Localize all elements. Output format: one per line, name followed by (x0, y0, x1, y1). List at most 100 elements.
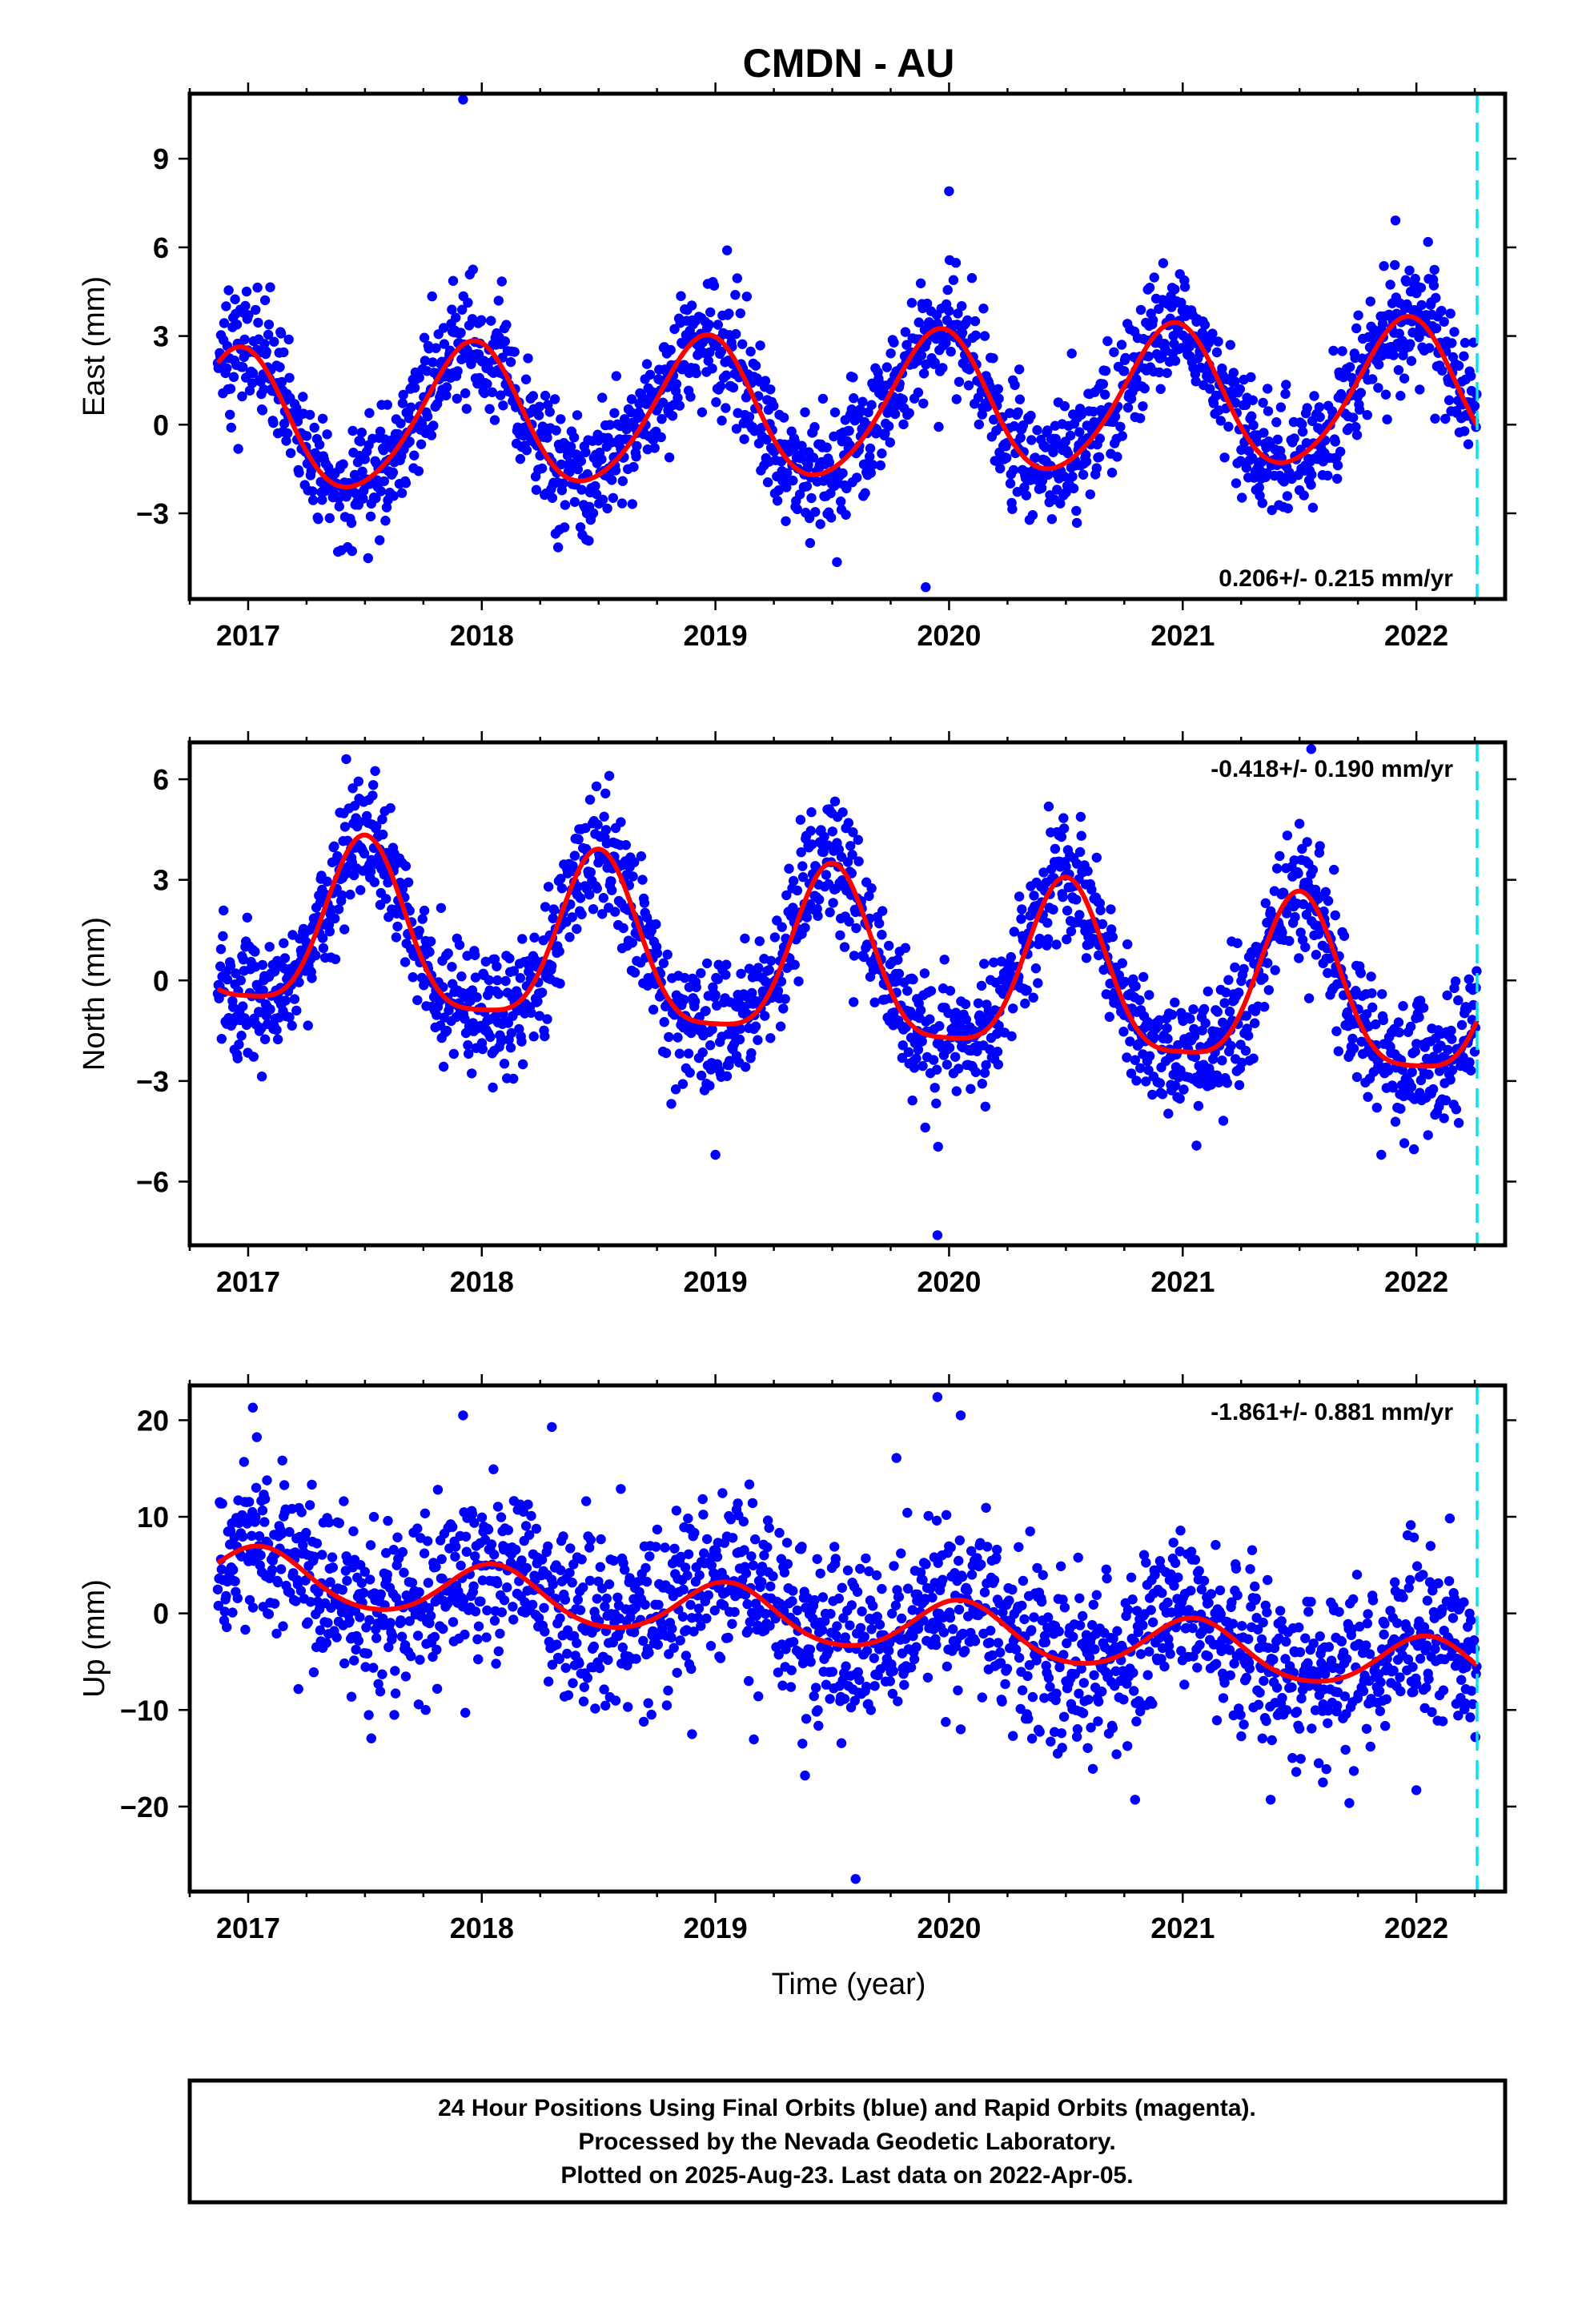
east-data-point (486, 316, 496, 326)
east-data-point (806, 493, 817, 504)
east-data-point (1228, 368, 1239, 378)
east-data-point (576, 485, 587, 495)
north-outlier-point (932, 1230, 943, 1240)
up-data-point (797, 1739, 808, 1749)
east-data-point (1026, 410, 1036, 421)
up-data-point (448, 1617, 459, 1627)
north-data-point (1293, 868, 1303, 879)
north-data-point (1472, 966, 1482, 976)
north-data-point (355, 817, 365, 827)
up-data-point (327, 1562, 338, 1573)
east-model-curve (215, 314, 1480, 490)
up-data-point (493, 1646, 504, 1657)
east-data-point (934, 421, 944, 432)
east-data-point (1042, 469, 1054, 480)
east-data-point (717, 416, 727, 426)
east-data-point (468, 264, 478, 275)
north-data-point (833, 844, 845, 854)
up-data-points (212, 1392, 1482, 1884)
east-data-point (1106, 468, 1118, 478)
up-data-point (815, 1568, 825, 1579)
east-data-point (314, 440, 325, 450)
north-data-point (1453, 1118, 1464, 1128)
east-data-point (252, 282, 263, 293)
east-data-point (1241, 462, 1252, 473)
north-data-point (378, 829, 388, 840)
up-data-point (861, 1646, 873, 1656)
north-outlier-point (1306, 744, 1317, 754)
east-data-point (1314, 402, 1325, 412)
north-data-point (585, 867, 596, 878)
up-data-point (420, 1508, 431, 1519)
north-data-point (909, 1063, 920, 1073)
up-data-point (296, 1507, 307, 1518)
east-data-point (562, 450, 573, 461)
up-data-point (432, 1485, 444, 1495)
north-data-point (412, 995, 423, 1006)
up-data-point (810, 1683, 821, 1693)
up-data-point (854, 1675, 865, 1685)
east-data-point (837, 468, 848, 479)
north-data-point (853, 834, 864, 845)
east-data-point (219, 318, 230, 328)
north-data-point (359, 848, 370, 858)
east-data-point (913, 317, 924, 328)
north-data-point (307, 973, 317, 983)
east-data-point (805, 537, 816, 549)
north-data-point (1387, 1083, 1399, 1093)
east-data-point (338, 459, 348, 469)
up-data-point (257, 1505, 268, 1516)
north-data-point (576, 909, 587, 919)
up-data-point (893, 1591, 905, 1602)
north-data-point (683, 1048, 694, 1059)
north-data-point (462, 951, 472, 961)
up-data-point (560, 1663, 571, 1673)
east-data-point (789, 436, 800, 446)
east-data-point (944, 306, 954, 316)
north-data-point (866, 883, 877, 894)
east-data-point (1390, 215, 1401, 226)
north-x-tick-label: 2021 (1150, 1265, 1215, 1298)
up-data-point (584, 1542, 595, 1553)
north-data-point (279, 953, 291, 963)
north-x-ticks: 2017 2018 2019 2020 2021 2022 (188, 731, 1476, 1298)
up-data-point (644, 1551, 655, 1562)
north-data-point (993, 1059, 1004, 1070)
up-data-point (425, 1610, 436, 1621)
north-data-point (848, 827, 858, 838)
north-data-point (332, 850, 343, 862)
up-data-point (600, 1700, 611, 1711)
east-data-point (1065, 430, 1076, 441)
east-data-point (1205, 384, 1215, 394)
up-data-point (757, 1577, 767, 1587)
east-data-point (979, 331, 990, 341)
north-data-point (707, 1024, 717, 1035)
up-data-point (788, 1637, 799, 1647)
east-data-point (597, 494, 608, 505)
north-data-point (1263, 985, 1275, 995)
up-data-point (239, 1457, 249, 1467)
up-data-point (388, 1545, 399, 1555)
east-data-point (1437, 365, 1447, 376)
east-data-point (1469, 400, 1480, 412)
north-data-point (1170, 997, 1180, 1008)
east-data-point (1350, 352, 1360, 364)
north-data-point (780, 994, 790, 1004)
north-data-point (1300, 942, 1311, 953)
east-data-point (1401, 276, 1411, 287)
north-data-point (1224, 1006, 1235, 1017)
north-data-point (652, 948, 663, 959)
east-data-point (762, 477, 773, 488)
east-data-point (358, 493, 368, 504)
east-data-point (866, 400, 877, 410)
up-data-point (705, 1641, 717, 1651)
east-data-point (451, 312, 461, 323)
east-data-point (552, 542, 564, 553)
north-data-point (1066, 926, 1077, 937)
east-y-tick-label: 6 (153, 231, 169, 264)
east-data-point (359, 454, 370, 464)
east-data-point (447, 304, 457, 315)
north-data-point (1464, 1057, 1475, 1068)
east-data-point (1100, 365, 1111, 376)
up-data-point (284, 1526, 295, 1538)
